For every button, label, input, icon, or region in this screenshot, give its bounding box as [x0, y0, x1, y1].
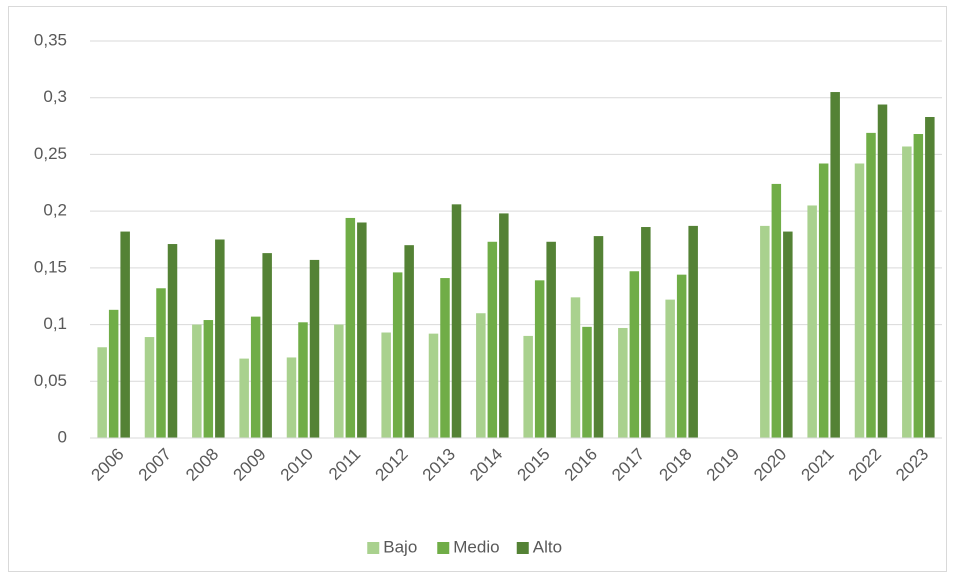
bar — [534, 280, 545, 438]
bar — [618, 327, 628, 438]
bar — [309, 259, 320, 438]
bar — [807, 205, 817, 438]
bar — [760, 225, 770, 438]
bar — [641, 227, 651, 438]
bar — [818, 163, 829, 438]
bar — [866, 132, 876, 438]
bar — [771, 183, 782, 438]
bar — [108, 309, 119, 438]
bar — [144, 337, 155, 438]
bar — [120, 231, 130, 438]
bar — [298, 322, 308, 438]
bar — [215, 239, 225, 438]
bar — [97, 347, 107, 438]
bar — [830, 92, 840, 439]
bar — [688, 225, 698, 438]
y-tick-label: 0,3 — [43, 87, 67, 106]
chart-border — [8, 6, 947, 572]
bar — [570, 297, 581, 438]
bar — [546, 241, 556, 438]
bar — [665, 299, 675, 438]
bar — [499, 213, 509, 438]
legend-swatch — [367, 542, 380, 554]
y-tick-label: 0,35 — [34, 30, 67, 49]
bar — [345, 217, 356, 438]
bar — [440, 278, 450, 438]
legend-label: Bajo — [383, 537, 417, 556]
legend-label: Medio — [453, 537, 499, 556]
bar — [783, 231, 793, 438]
y-tick-label: 0,1 — [43, 314, 67, 333]
bar — [451, 204, 462, 438]
bar — [262, 253, 272, 438]
bar — [676, 274, 687, 438]
bar — [203, 320, 214, 438]
bar — [250, 316, 261, 438]
bar — [156, 288, 166, 438]
bar — [286, 357, 297, 438]
bar — [593, 236, 604, 438]
bar — [239, 358, 249, 438]
legend-label: Alto — [533, 537, 562, 556]
bar — [877, 104, 888, 439]
y-tick-label: 0 — [58, 427, 67, 446]
legend-swatch — [516, 542, 529, 554]
y-tick-label: 0,05 — [34, 371, 67, 390]
bar — [629, 271, 640, 438]
bar — [334, 324, 344, 438]
bar — [523, 335, 533, 438]
bar — [902, 146, 912, 438]
bar — [487, 241, 498, 438]
bar — [428, 333, 439, 438]
legend-swatch — [437, 542, 450, 554]
y-tick-label: 0,15 — [34, 257, 67, 276]
bar — [404, 245, 414, 438]
bar — [476, 313, 486, 438]
y-tick-label: 0,25 — [34, 144, 67, 163]
bar — [392, 272, 403, 438]
bar — [357, 222, 367, 438]
bar — [913, 134, 924, 439]
bar — [925, 116, 935, 439]
bar — [582, 326, 592, 438]
bar — [381, 332, 391, 438]
bar — [854, 163, 865, 438]
bar — [192, 324, 202, 438]
y-tick-label: 0,2 — [43, 201, 67, 220]
bar — [167, 244, 178, 438]
